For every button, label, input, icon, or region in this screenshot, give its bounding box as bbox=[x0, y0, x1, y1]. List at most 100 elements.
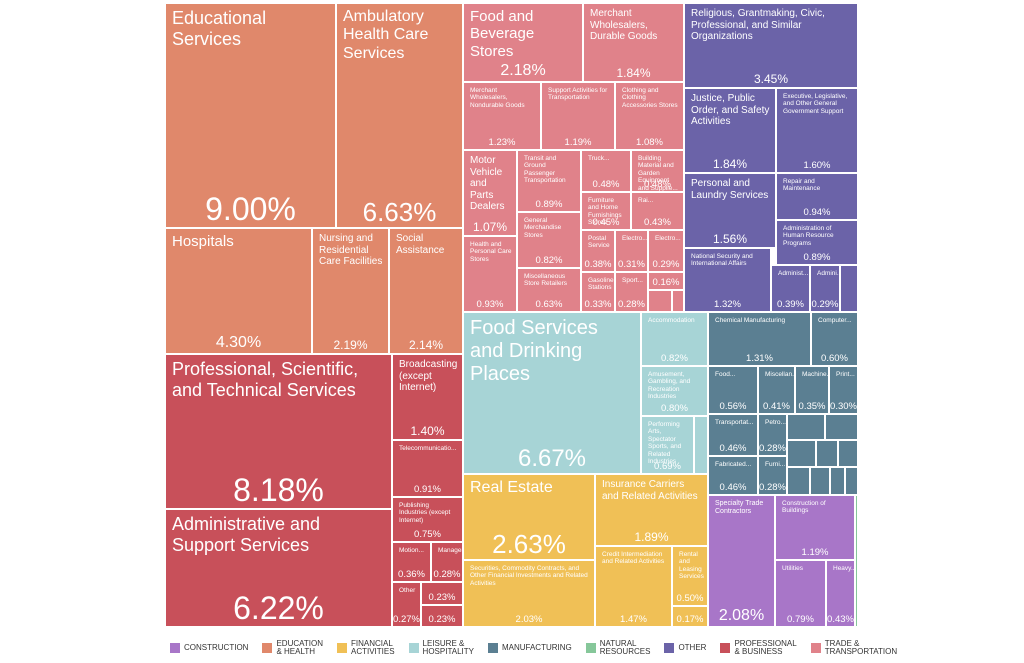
tile-label: Repair and Maintenance bbox=[783, 178, 821, 193]
treemap-tile-unlabeled-69 bbox=[825, 414, 858, 440]
treemap-tile-managem-11: Managem... 0.28% bbox=[431, 542, 463, 582]
tile-label: National Security and International Affa… bbox=[691, 253, 753, 268]
treemap-tile-publishing-industries-except-internet-9: Publishing Industries (except Internet) 0… bbox=[392, 497, 463, 542]
treemap-tile-accommodation-48: Accommodation 0.82% bbox=[641, 312, 708, 366]
treemap-tile-administ-44: Administ... 0.39% bbox=[771, 265, 810, 312]
tile-value: 1.32% bbox=[714, 298, 741, 310]
tile-value: 9.00% bbox=[205, 191, 296, 227]
tile-value: 0.45% bbox=[592, 216, 620, 228]
legend-item-education-health: EDUCATION & HEALTH bbox=[262, 638, 323, 657]
tile-label: Transit and Ground Passenger Transportat… bbox=[524, 155, 566, 185]
treemap-tile-miscellaneous-store-retailers-31: Miscellaneous Store Retailers 0.63% bbox=[517, 268, 581, 312]
legend-swatch bbox=[262, 643, 273, 653]
treemap-tile-unlabeled-35 bbox=[648, 290, 672, 312]
tile-label: Admini... bbox=[817, 270, 840, 277]
tile-label: Computer... bbox=[818, 317, 852, 324]
tile-value: 0.89% bbox=[803, 251, 831, 263]
tile-label: Broadcasting (except Internet) bbox=[399, 359, 458, 393]
tile-value: 0.33% bbox=[584, 298, 612, 310]
tile-value: 1.60% bbox=[803, 159, 831, 171]
treemap-tile-unlabeled-76 bbox=[845, 467, 858, 495]
legend-item-professional: PROFESSIONAL & BUSINESS bbox=[720, 638, 797, 657]
treemap-tile-performing-arts-spectator-sports-and-related-industries-50: Performing Arts, Spectator Sports, and R… bbox=[641, 416, 694, 474]
tile-label: Postal Service bbox=[588, 235, 610, 250]
legend-item-trade: TRADE & TRANSPORTATION bbox=[810, 638, 898, 657]
tile-label: Real Estate bbox=[470, 479, 553, 496]
tile-value: 0.23% bbox=[428, 591, 456, 603]
tile-label: Hospitals bbox=[172, 233, 234, 250]
legend-label: PROFESSIONAL & BUSINESS bbox=[734, 638, 797, 656]
tile-value: 0.82% bbox=[535, 254, 563, 266]
tile-value: 1.40% bbox=[410, 424, 445, 438]
treemap-tile-insurance-carriers-and-related-activities-53: Insurance Carriers and Related Activitie… bbox=[595, 474, 708, 546]
treemap-tile-national-security-and-international-affairs-43: National Security and International Affa… bbox=[684, 248, 771, 312]
tile-value: 0.75% bbox=[414, 528, 441, 540]
treemap-tile-religious-grantmaking-civic-professional-and-similar-organizations-37: Religious, Grantmaking, Civic, Professio… bbox=[684, 3, 858, 88]
tile-label: Clothing and Clothing Accessories Stores bbox=[622, 87, 678, 109]
tile-value: 0.28% bbox=[759, 442, 786, 454]
tile-value: 1.19% bbox=[801, 546, 829, 558]
legend-swatch bbox=[170, 643, 180, 653]
tile-value: 8.18% bbox=[233, 472, 324, 508]
tile-label: Motion... bbox=[399, 547, 424, 554]
tile-label: Chemical Manufacturing bbox=[715, 317, 786, 324]
treemap-tile-unlabeled-71 bbox=[816, 440, 838, 467]
treemap-tile-petro-65: Petro... 0.28% bbox=[758, 414, 787, 456]
treemap-tile-heavy-80: Heavy... 0.43% bbox=[826, 560, 855, 627]
treemap-tile-professional-scientific-and-technical-services-5: Professional, Scientific, and Technical … bbox=[165, 354, 392, 509]
legend-label: NATURAL RESOURCES bbox=[599, 638, 651, 656]
tile-label: Furni... bbox=[765, 461, 786, 468]
tile-label: Publishing Industries (except Internet) bbox=[399, 502, 451, 524]
treemap-tile-unlabeled-34: 0.16% bbox=[648, 272, 684, 290]
treemap-tile-amusement-gambling-and-recreation-industries-49: Amusement, Gambling, and Recreation Indu… bbox=[641, 366, 708, 416]
treemap-tile-real-estate-52: Real Estate 2.63% bbox=[463, 474, 595, 560]
tile-label: Rental and Leasing Services bbox=[679, 551, 704, 581]
tile-label: Other bbox=[399, 587, 416, 594]
treemap-tile-executive-legislative-and-other-general-government-support-39: Executive, Legislative, and Other Genera… bbox=[776, 88, 858, 173]
treemap-tile-securities-commodity-contracts-and-other-financial-investments-and-related-activities-54: Securities, Commodity Contracts, and Oth… bbox=[463, 560, 595, 627]
tile-label: Professional, Scientific, and Technical … bbox=[172, 359, 359, 400]
tile-label: Administ... bbox=[778, 270, 809, 277]
treemap-tile-hospitals-2: Hospitals 4.30% bbox=[165, 228, 312, 354]
tile-value: 0.48% bbox=[644, 178, 671, 190]
treemap-tile-rai-25: Rai... 0.43% bbox=[631, 192, 684, 230]
legend-item-natural: NATURAL RESOURCES bbox=[585, 638, 651, 657]
tile-label: Petro... bbox=[765, 419, 786, 426]
tile-label: Building Material and Garden Equipment a… bbox=[638, 155, 678, 192]
tile-label: Electro... bbox=[655, 235, 681, 242]
tile-value: 0.50% bbox=[676, 592, 704, 604]
legend-swatch bbox=[336, 643, 347, 653]
treemap-tile-unlabeled-73 bbox=[787, 467, 810, 495]
tile-value: 2.63% bbox=[492, 529, 566, 559]
tile-value: 6.67% bbox=[517, 445, 587, 472]
legend-label: CONSTRUCTION bbox=[184, 642, 249, 652]
treemap-tile-administration-of-human-resource-programs-42: Administration of Human Resource Program… bbox=[776, 220, 858, 265]
treemap-tile-administrative-and-support-services-6: Administrative and Support Services 6.22% bbox=[165, 509, 392, 627]
tile-value: 2.03% bbox=[515, 613, 543, 625]
tile-value: 2.18% bbox=[500, 62, 546, 79]
tile-label: Food and Beverage Stores bbox=[470, 8, 535, 60]
tile-label: Health and Personal Care Stores bbox=[470, 241, 512, 263]
tile-label: Transportat... bbox=[715, 419, 754, 426]
treemap-tile-computer-59: Computer... 0.60% bbox=[811, 312, 858, 366]
legend-label: MANUFACTURING bbox=[501, 642, 572, 652]
treemap-tile-electro-28: Electro... 0.31% bbox=[615, 230, 648, 272]
tile-label: Insurance Carriers and Related Activitie… bbox=[602, 479, 698, 502]
tile-value: 0.93% bbox=[476, 298, 504, 310]
tile-label: Support Activities for Transportation bbox=[548, 87, 608, 102]
tile-value: 0.43% bbox=[827, 613, 854, 625]
tile-label: Performing Arts, Spectator Sports, and R… bbox=[648, 421, 682, 466]
treemap-tile-ambulatory-health-care-services-1: Ambulatory Health Care Services 6.63% bbox=[336, 3, 463, 228]
tile-label: Electro... bbox=[622, 235, 648, 242]
legend-label: EDUCATION & HEALTH bbox=[276, 638, 323, 656]
tile-value: 0.23% bbox=[428, 613, 456, 625]
treemap-tile-unlabeled-51 bbox=[694, 416, 708, 474]
tile-label: Administrative and Support Services bbox=[172, 514, 321, 555]
legend-swatch bbox=[408, 643, 419, 653]
legend: CONSTRUCTION EDUCATION & HEALTH FINANCIAL … bbox=[170, 636, 911, 660]
tile-value: 0.60% bbox=[821, 352, 848, 364]
tile-value: 0.16% bbox=[652, 276, 680, 288]
legend-label: TRADE & TRANSPORTATION bbox=[824, 638, 898, 656]
tile-label: Merchant Wholesalers, Durable Goods bbox=[590, 8, 658, 42]
